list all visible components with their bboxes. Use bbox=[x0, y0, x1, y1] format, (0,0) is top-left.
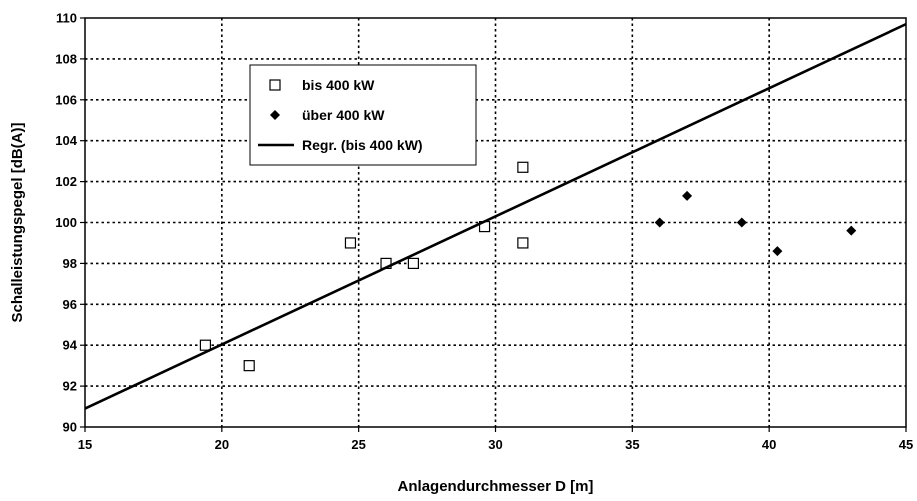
data-point-square bbox=[199, 339, 212, 351]
legend-label: Regr. (bis 400 kW) bbox=[302, 137, 423, 153]
grid-lines bbox=[85, 18, 906, 427]
x-tick-label: 25 bbox=[351, 437, 365, 452]
series-line bbox=[84, 22, 907, 410]
data-point-square bbox=[243, 360, 255, 372]
y-tick-label: 96 bbox=[63, 297, 77, 312]
y-tick-label: 106 bbox=[55, 92, 77, 107]
x-tick-label: 35 bbox=[625, 437, 639, 452]
y-tick-label: 90 bbox=[63, 420, 77, 435]
y-axis-label: Schalleistungspegel [dB(A)] bbox=[9, 122, 26, 322]
x-axis-label: Anlagendurchmesser D [m] bbox=[398, 478, 594, 495]
y-axis-ticks: 90 92 94 96 98 100 102 104 106 108 110 bbox=[55, 11, 85, 435]
legend-label: über 400 kW bbox=[302, 107, 385, 123]
y-tick-label: 98 bbox=[63, 256, 77, 271]
data-point-diamond bbox=[682, 190, 693, 201]
x-tick-label: 30 bbox=[488, 437, 502, 452]
y-tick-label: 92 bbox=[63, 379, 77, 394]
data-point-square bbox=[517, 161, 529, 173]
y-tick-label: 94 bbox=[63, 338, 78, 353]
data-point-square bbox=[517, 237, 529, 249]
data-point-square bbox=[407, 257, 419, 269]
data-point-diamond bbox=[772, 246, 783, 257]
legend-box bbox=[249, 64, 477, 166]
x-tick-label: 15 bbox=[78, 437, 92, 452]
legend-swatch-diamond bbox=[270, 110, 280, 120]
x-axis-ticks: 15 20 25 30 35 40 45 bbox=[78, 427, 913, 452]
x-tick-label: 45 bbox=[899, 437, 913, 452]
y-tick-label: 102 bbox=[55, 174, 77, 189]
y-tick-label: 100 bbox=[55, 215, 77, 230]
legend-label: bis 400 kW bbox=[302, 77, 375, 93]
x-tick-label: 20 bbox=[215, 437, 229, 452]
legend: bis 400 kW über 400 kW Regr. (bis 400 kW) bbox=[249, 64, 477, 166]
data-point-diamond bbox=[654, 217, 665, 228]
data-point-diamond bbox=[736, 217, 747, 228]
x-tick-label: 40 bbox=[762, 437, 776, 452]
y-tick-label: 108 bbox=[55, 51, 77, 66]
legend-swatch-square bbox=[269, 79, 281, 91]
y-tick-label: 104 bbox=[55, 133, 77, 148]
y-tick-label: 110 bbox=[56, 11, 77, 26]
data-point-square bbox=[344, 237, 357, 249]
series-filled-diamond bbox=[654, 190, 857, 257]
data-series bbox=[84, 22, 907, 410]
data-point-diamond bbox=[846, 225, 857, 236]
regression-line bbox=[84, 22, 907, 410]
